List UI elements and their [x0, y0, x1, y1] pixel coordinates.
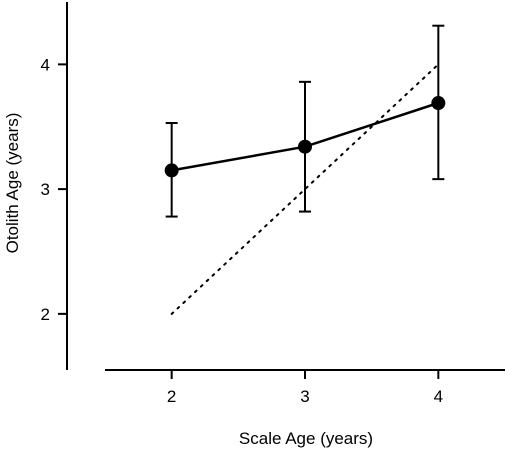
- y-tick-label: 2: [41, 305, 50, 324]
- x-axis-label: Scale Age (years): [239, 429, 373, 448]
- x-ticks: 2 3 4: [167, 370, 443, 406]
- data-point: [298, 139, 312, 154]
- data-point: [164, 163, 179, 178]
- y-tick-label: 4: [41, 55, 50, 74]
- series-layer: [164, 24, 446, 218]
- y-tick-label: 3: [41, 180, 50, 199]
- x-tick-label: 2: [167, 387, 176, 406]
- x-tick-label: 3: [300, 387, 309, 406]
- y-axis-label: Otolith Age (years): [3, 113, 22, 254]
- data-point: [431, 96, 446, 111]
- y-ticks: 2 3 4: [41, 55, 67, 324]
- reference-line-layer: [170, 63, 440, 315]
- reference-line: [170, 63, 440, 315]
- x-tick-label: 4: [434, 387, 443, 406]
